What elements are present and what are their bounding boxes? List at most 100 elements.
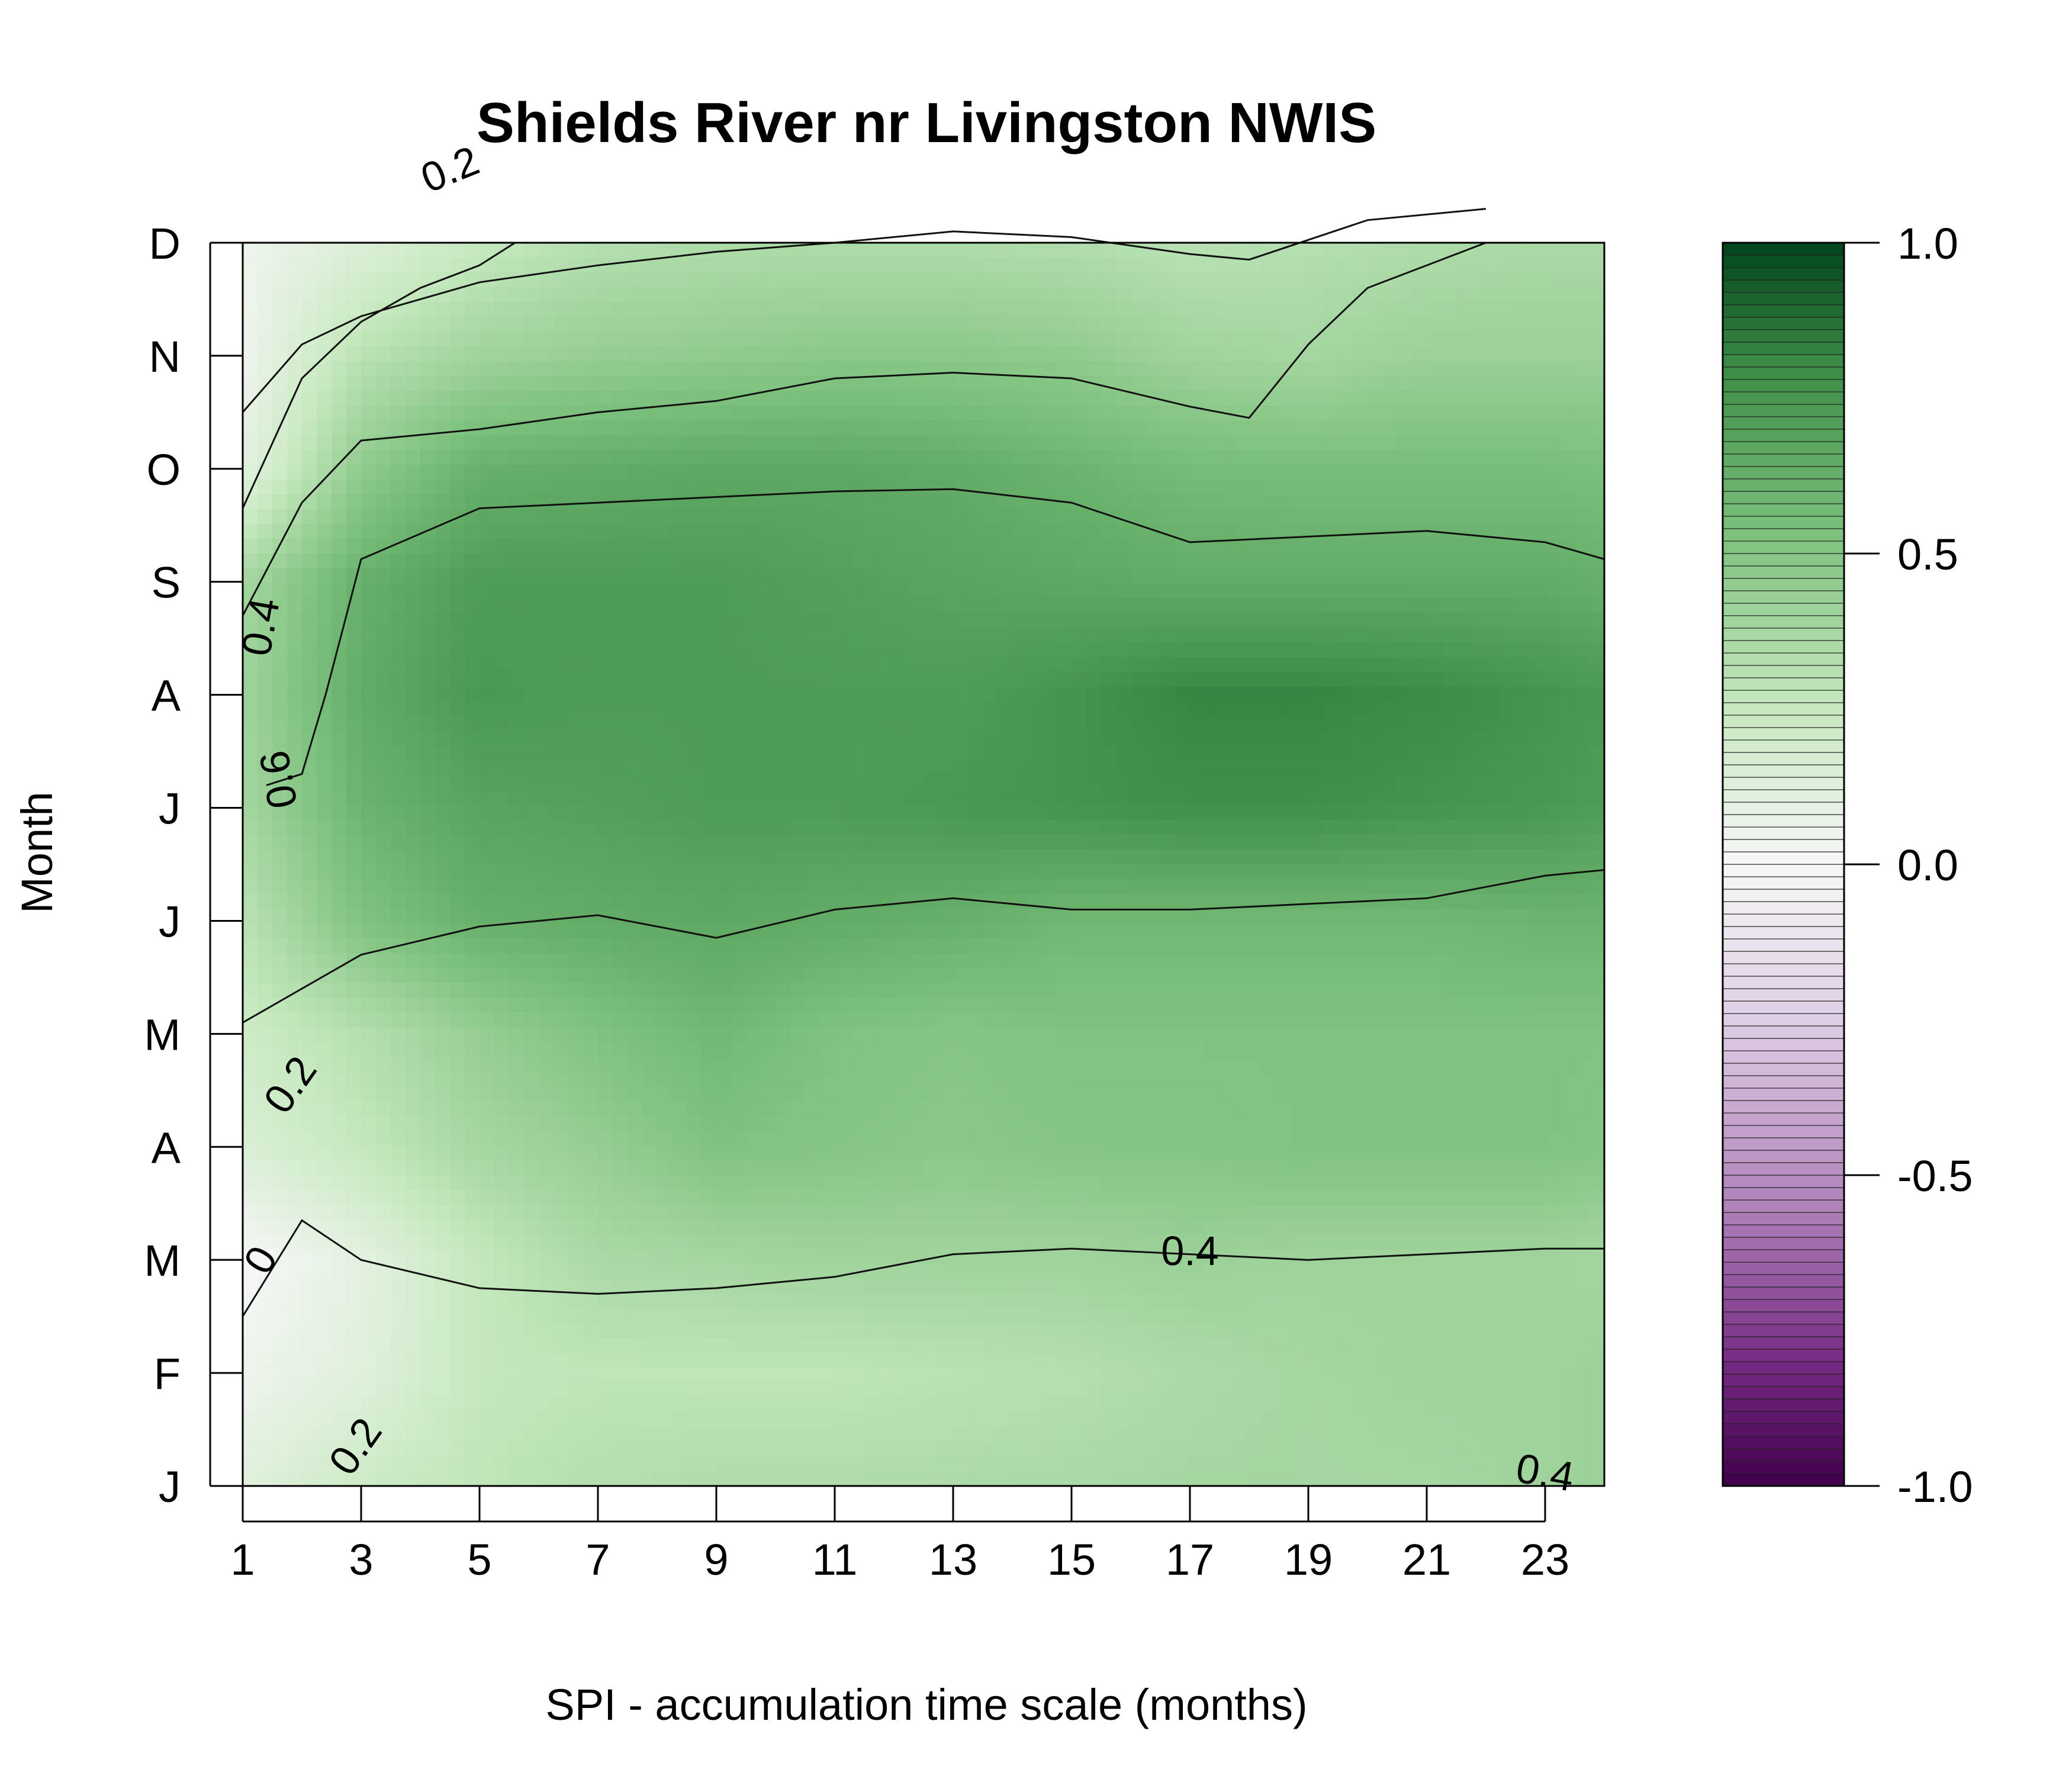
- heatmap-cell: [716, 332, 732, 347]
- heatmap-cell: [420, 317, 436, 332]
- heatmap-cell: [1012, 554, 1028, 569]
- heatmap-cell: [1101, 716, 1117, 732]
- heatmap-cell: [820, 820, 835, 835]
- heatmap-cell: [864, 465, 880, 480]
- heatmap-cell: [1486, 731, 1501, 747]
- heatmap-cell: [583, 968, 599, 983]
- heatmap-cell: [1530, 583, 1546, 599]
- heatmap-cell: [1190, 761, 1205, 776]
- heatmap-cell: [702, 805, 717, 821]
- heatmap-cell: [258, 850, 273, 865]
- heatmap-cell: [554, 524, 569, 539]
- heatmap-cell: [1486, 598, 1501, 613]
- heatmap-cell: [1012, 746, 1028, 761]
- heatmap-cell: [1471, 909, 1487, 924]
- heatmap-cell: [672, 598, 687, 613]
- heatmap-cell: [1101, 790, 1117, 806]
- heatmap-cell: [1442, 494, 1457, 510]
- heatmap-cell: [894, 258, 909, 273]
- heatmap-cell: [776, 480, 791, 495]
- heatmap-cell: [1027, 302, 1043, 317]
- heatmap-cell: [1190, 864, 1205, 880]
- heatmap-cell: [539, 628, 554, 643]
- heatmap-cell: [1131, 746, 1146, 761]
- heatmap-cell: [938, 672, 954, 687]
- heatmap-cell: [1101, 346, 1117, 362]
- heatmap-cell: [1412, 1027, 1427, 1043]
- heatmap-cell: [1249, 672, 1265, 687]
- heatmap-cell: [983, 1012, 998, 1028]
- heatmap-cell: [317, 554, 332, 569]
- heatmap-cell: [1323, 924, 1339, 939]
- heatmap-cell: [1190, 1027, 1205, 1043]
- heatmap-cell: [776, 805, 791, 821]
- heatmap-cell: [554, 346, 569, 362]
- heatmap-cell: [1442, 391, 1457, 406]
- heatmap-cell: [346, 346, 362, 362]
- heatmap-cell: [1279, 968, 1294, 983]
- heatmap-cell: [1086, 450, 1102, 465]
- heatmap-cell: [1442, 346, 1457, 362]
- heatmap-cell: [302, 465, 317, 480]
- heatmap-cell: [361, 613, 377, 628]
- heatmap-cell: [761, 790, 776, 806]
- heatmap-cell: [1086, 1012, 1102, 1028]
- heatmap-cell: [1308, 628, 1324, 643]
- heatmap-cell: [716, 450, 732, 465]
- heatmap-cell: [1249, 835, 1265, 850]
- heatmap-cell: [1560, 258, 1575, 273]
- heatmap-cell: [524, 258, 539, 273]
- heatmap-cell: [1545, 420, 1561, 436]
- heatmap-cell: [998, 628, 1013, 643]
- heatmap-cell: [628, 628, 643, 643]
- heatmap-cell: [361, 894, 377, 909]
- heatmap-cell: [761, 361, 776, 377]
- heatmap-cell: [1086, 850, 1102, 865]
- heatmap-cell: [909, 524, 924, 539]
- heatmap-cell: [894, 716, 909, 732]
- heatmap-cell: [1442, 642, 1457, 658]
- heatmap-cell: [272, 480, 288, 495]
- heatmap-cell: [820, 539, 835, 554]
- heatmap-cell: [287, 820, 303, 835]
- heatmap-cell: [1086, 480, 1102, 495]
- heatmap-cell: [1530, 657, 1546, 673]
- heatmap-cell: [272, 731, 288, 747]
- heatmap-cell: [465, 524, 480, 539]
- heatmap-cell: [613, 835, 628, 850]
- heatmap-cell: [1456, 983, 1472, 998]
- heatmap-cell: [376, 376, 391, 391]
- heatmap-cell: [509, 983, 525, 998]
- heatmap-cell: [657, 731, 673, 747]
- heatmap-cell: [1116, 864, 1131, 880]
- heatmap-cell: [539, 1027, 554, 1043]
- heatmap-cell: [1486, 894, 1501, 909]
- heatmap-cell: [1072, 879, 1087, 895]
- heatmap-cell: [1575, 672, 1590, 687]
- heatmap-cell: [731, 998, 747, 1013]
- heatmap-cell: [317, 628, 332, 643]
- heatmap-cell: [1249, 746, 1265, 761]
- heatmap-cell: [1427, 924, 1442, 939]
- heatmap-cell: [1560, 391, 1575, 406]
- heatmap-cell: [1323, 998, 1339, 1013]
- heatmap-cell: [272, 702, 288, 717]
- heatmap-cell: [1397, 864, 1413, 880]
- heatmap-cell: [998, 554, 1013, 569]
- heatmap-cell: [1294, 657, 1309, 673]
- heatmap-cell: [1027, 524, 1043, 539]
- heatmap-cell: [1072, 968, 1087, 983]
- heatmap-cell: [435, 302, 451, 317]
- heatmap-cell: [702, 1027, 717, 1043]
- heatmap-cell: [628, 554, 643, 569]
- heatmap-cell: [1353, 346, 1368, 362]
- heatmap-cell: [1264, 790, 1279, 806]
- heatmap-cell: [554, 494, 569, 510]
- heatmap-cell: [687, 983, 702, 998]
- heatmap-cell: [1027, 391, 1043, 406]
- heatmap-cell: [1234, 731, 1250, 747]
- heatmap-cell: [746, 406, 761, 421]
- heatmap-cell: [1456, 998, 1472, 1013]
- heatmap-cell: [1323, 524, 1339, 539]
- heatmap-cell: [539, 1042, 554, 1057]
